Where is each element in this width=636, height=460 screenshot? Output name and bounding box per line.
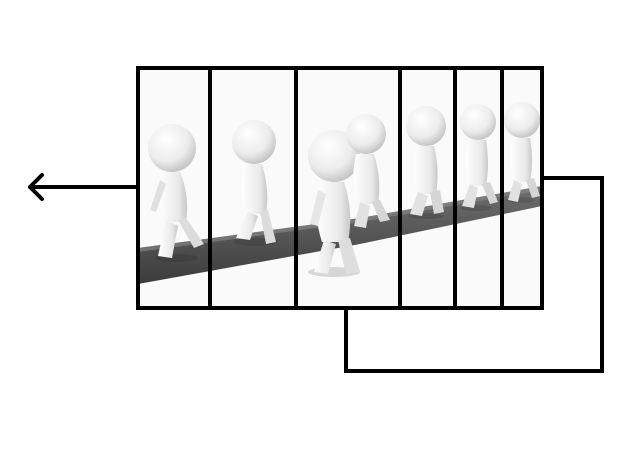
- walking-figure: [232, 120, 278, 246]
- walking-figure: [504, 102, 540, 203]
- walking-figure: [406, 106, 446, 219]
- walking-figures-illustration: [138, 68, 542, 308]
- loop-connector: [344, 176, 604, 373]
- walking-figure: [148, 124, 204, 262]
- walking-figure: [308, 130, 360, 277]
- arrow-left-icon: [28, 173, 44, 201]
- output-arrow: [28, 173, 140, 201]
- walking-figure: [346, 114, 390, 228]
- walking-figure: [460, 104, 498, 211]
